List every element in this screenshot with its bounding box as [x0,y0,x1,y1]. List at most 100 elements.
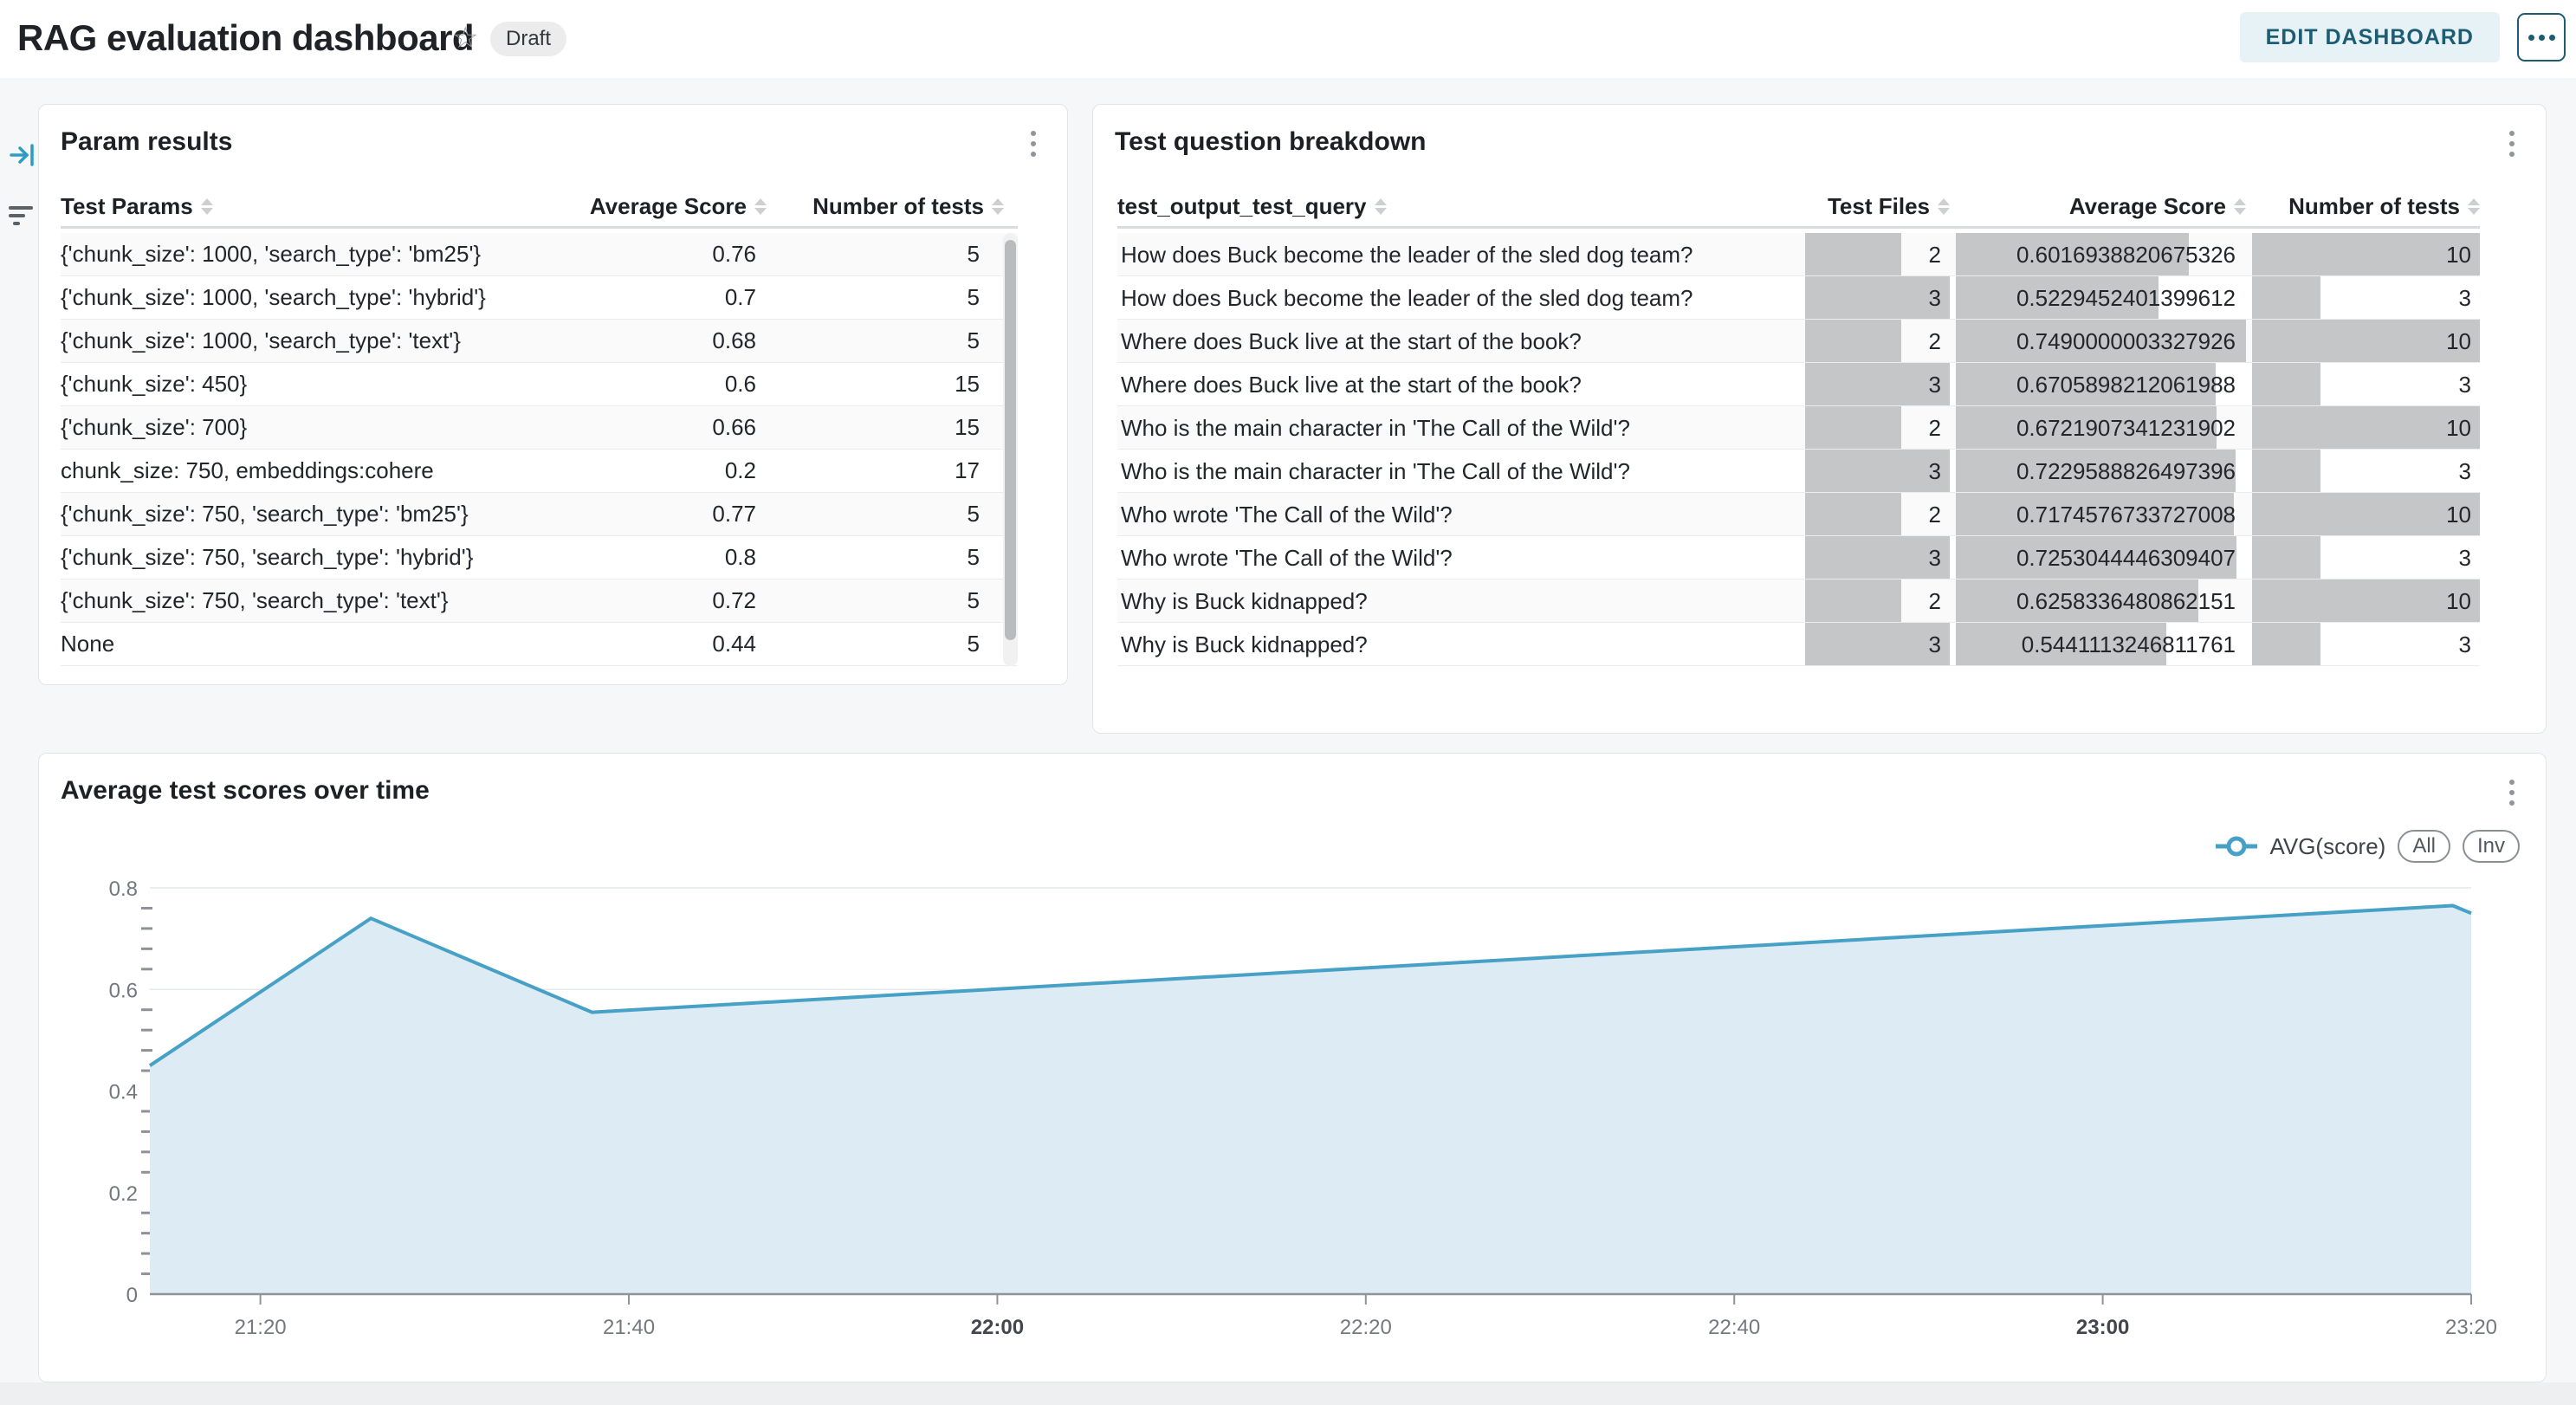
cell-average-score: 0.6258336480862151 [1956,579,2246,622]
cell-number-of-tests: 10 [2252,233,2480,275]
column-header-average-score[interactable]: Average Score [567,193,767,220]
table-row[interactable]: chunk_size: 750, embeddings:cohere 0.2 1… [61,450,1018,493]
expand-panel-icon[interactable] [7,139,40,174]
sort-icon [2468,197,2480,215]
header-divider [61,226,1018,229]
data-bar [2252,363,2320,405]
table-row[interactable]: {'chunk_size': 1000, 'search_type': 'tex… [61,320,1018,363]
widget-title: Average test scores over time [61,776,430,805]
sort-icon [2234,197,2246,215]
cell-test-query: Why is Buck kidnapped? [1121,631,1368,657]
table-row[interactable]: {'chunk_size': 450} 0.6 15 [61,363,1018,406]
column-header-test-files[interactable]: Test Files [1805,193,1950,220]
scores-over-time-widget: Average test scores over time AVG(score)… [38,753,2547,1382]
param-results-widget: Param results Test Params Average Score … [38,104,1068,685]
cell-average-score: 0.6016938820675326 [1956,233,2246,275]
top-bar: RAG evaluation dashboard ☆ Draft EDIT DA… [0,0,2576,78]
cell-test-files: 3 [1805,536,1950,579]
table-row[interactable]: None 0.44 5 [61,623,1018,666]
widget-menu-icon[interactable] [1026,126,1041,162]
column-header-test-output-test-query[interactable]: test_output_test_query [1117,193,1799,220]
cell-number-of-tests: 5 [967,501,980,527]
cell-number-of-tests: 15 [955,414,980,440]
canvas-end-strip [0,1382,2576,1405]
data-bar [1956,623,2167,665]
filter-icon[interactable] [7,204,36,233]
data-bar [2252,406,2480,449]
widget-menu-icon[interactable] [2504,774,2520,811]
data-bar [1805,536,1950,579]
table-row[interactable]: Why is Buck kidnapped? 2 0.6258336480862… [1117,579,2480,623]
data-bar [2252,493,2480,535]
sort-icon [1938,197,1950,215]
widget-menu-icon[interactable] [2504,126,2520,162]
cell-average-score: 0.2 [724,457,756,483]
table-scrollbar[interactable] [1003,233,1018,666]
test-question-breakdown-widget: Test question breakdown test_output_test… [1092,104,2547,734]
widget-title: Test question breakdown [1115,127,1427,156]
table-row[interactable]: How does Buck become the leader of the s… [1117,233,2480,276]
cell-test-files: 2 [1805,493,1950,535]
favorite-star-icon[interactable]: ☆ [452,22,479,55]
cell-test-params: {'chunk_size': 450} [61,371,248,397]
table-row[interactable]: How does Buck become the leader of the s… [1117,276,2480,320]
chart-legend: AVG(score) All Inv [2216,830,2520,863]
table-row[interactable]: {'chunk_size': 750, 'search_type': 'bm25… [61,493,1018,536]
cell-average-score: 0.72 [712,587,756,613]
data-bar [1956,536,2237,579]
svg-text:22:00: 22:00 [971,1316,1024,1339]
table-row[interactable]: Where does Buck live at the start of the… [1117,363,2480,406]
data-bar [1805,406,1902,449]
cell-number-of-tests: 17 [955,457,980,483]
table-row[interactable]: Who is the main character in 'The Call o… [1117,406,2480,450]
cell-test-params: {'chunk_size': 750, 'search_type': 'bm25… [61,501,469,527]
param-results-table-body: {'chunk_size': 1000, 'search_type': 'bm2… [61,233,1018,666]
cell-test-params: {'chunk_size': 1000, 'search_type': 'bm2… [61,241,482,267]
scrollbar-thumb[interactable] [1005,240,1016,640]
cell-average-score: 0.76 [712,241,756,267]
cell-test-query: How does Buck become the leader of the s… [1121,285,1693,311]
table-header-row: test_output_test_query Test Files Averag… [1117,188,2480,224]
table-row[interactable]: Where does Buck live at the start of the… [1117,320,2480,363]
cell-average-score: 0.7174576733727008 [1956,493,2246,535]
cell-number-of-tests: 3 [2252,536,2480,579]
table-row[interactable]: {'chunk_size': 750, 'search_type': 'hybr… [61,536,1018,579]
cell-number-of-tests: 10 [2252,406,2480,449]
cell-test-files: 3 [1805,450,1950,492]
table-row[interactable]: Why is Buck kidnapped? 3 0.5441113246811… [1117,623,2480,666]
table-row[interactable]: {'chunk_size': 1000, 'search_type': 'hyb… [61,276,1018,320]
table-row[interactable]: Who is the main character in 'The Call o… [1117,450,2480,493]
column-header-number-of-tests[interactable]: Number of tests [767,193,1018,220]
table-row[interactable]: Who wrote 'The Call of the Wild'? 2 0.71… [1117,493,2480,536]
table-row[interactable]: Who wrote 'The Call of the Wild'? 3 0.72… [1117,536,2480,579]
data-bar [1805,276,1950,319]
select-all-button[interactable]: All [2398,830,2450,863]
cell-average-score: 0.7229588826497396 [1956,450,2246,492]
table-row[interactable]: {'chunk_size': 1000, 'search_type': 'bm2… [61,233,1018,276]
data-bar [1805,233,1902,275]
line-chart-area[interactable]: 0 0.2 0.4 0.6 0.8 21:20 21:40 22:00 22:20 22:40 23… [39,858,2547,1377]
series-marker-icon [2216,836,2258,857]
svg-text:21:20: 21:20 [235,1316,287,1339]
data-bar [1805,579,1902,622]
invert-selection-button[interactable]: Inv [2462,830,2520,863]
more-options-button[interactable] [2517,13,2566,62]
edit-dashboard-button[interactable]: EDIT DASHBOARD [2239,12,2500,62]
svg-text:22:20: 22:20 [1340,1316,1392,1339]
cell-test-query: Where does Buck live at the start of the… [1121,328,1582,354]
column-header-average-score[interactable]: Average Score [1956,193,2246,220]
column-header-number-of-tests[interactable]: Number of tests [2252,193,2480,220]
sort-icon [200,197,213,215]
svg-text:0.4: 0.4 [109,1081,138,1104]
cell-number-of-tests: 15 [955,371,980,397]
svg-text:23:20: 23:20 [2445,1316,2497,1339]
data-bar [2252,579,2480,622]
cell-average-score: 0.6721907341231902 [1956,406,2246,449]
table-row[interactable]: {'chunk_size': 750, 'search_type': 'text… [61,579,1018,623]
cell-test-params: {'chunk_size': 1000, 'search_type': 'tex… [61,327,461,353]
data-bar [1805,363,1950,405]
table-row[interactable]: {'chunk_size': 700} 0.66 15 [61,406,1018,450]
data-bar [2252,320,2480,362]
data-bar [1805,493,1902,535]
column-header-test-params[interactable]: Test Params [61,193,567,220]
